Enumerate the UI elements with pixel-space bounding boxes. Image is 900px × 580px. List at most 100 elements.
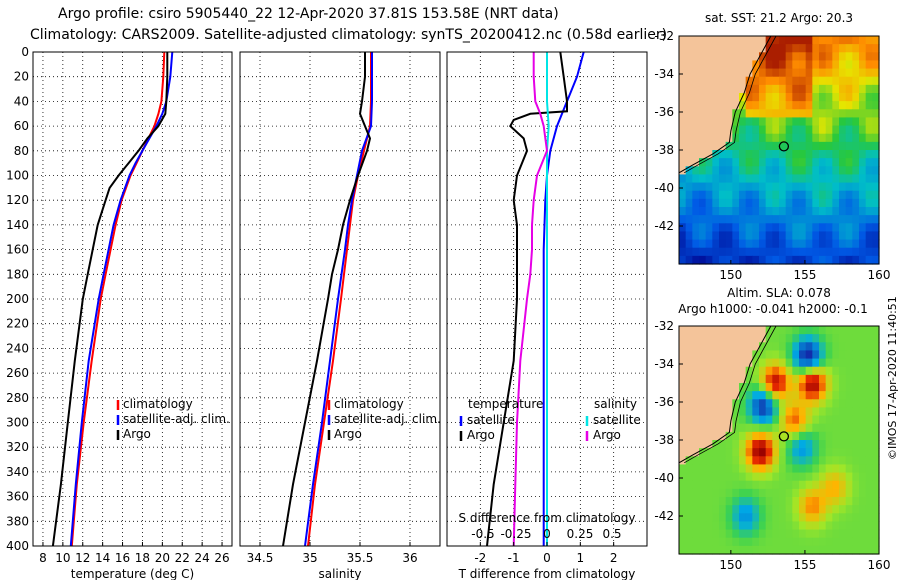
map-cell <box>785 431 793 441</box>
map-cell <box>785 158 793 167</box>
map-cell <box>852 334 860 343</box>
map-cell <box>765 448 773 457</box>
map-cell <box>865 366 873 376</box>
map-cell <box>745 440 753 449</box>
map-cell <box>819 231 827 241</box>
map-cell <box>839 415 847 425</box>
map-cell <box>765 391 773 400</box>
map-cell <box>845 391 853 400</box>
map-cell <box>772 537 780 547</box>
map-cell <box>825 44 833 53</box>
map-cell <box>832 158 840 167</box>
map-cell <box>819 247 827 257</box>
map-title: sat. SST: 21.2 Argo: 20.3 <box>705 11 853 25</box>
map-cell <box>865 448 873 457</box>
map-cell <box>859 117 867 127</box>
map-cell <box>679 84 687 94</box>
map-cell <box>772 247 780 257</box>
map-cell <box>872 366 880 376</box>
legend-label: satellite <box>593 413 641 427</box>
map-cell <box>765 513 773 523</box>
secondary-tick-label: -0.5 <box>471 527 494 541</box>
map-cell <box>759 350 767 360</box>
map-cell <box>859 374 867 384</box>
map-cell <box>719 391 727 400</box>
map-cell <box>679 247 687 257</box>
map-cell <box>685 76 693 86</box>
map-cell <box>772 101 780 110</box>
map-cell <box>745 505 753 514</box>
map-cell <box>679 358 687 368</box>
panel-frame <box>239 51 441 547</box>
map-cell <box>832 141 840 151</box>
map-cell <box>765 150 773 159</box>
map-cell <box>872 497 880 506</box>
y-tick-label: 240 <box>6 341 29 355</box>
map-cell <box>845 374 853 384</box>
panel-background <box>33 52 232 546</box>
map-cell <box>779 399 787 409</box>
map-cell <box>832 342 840 352</box>
map-cell <box>812 440 820 449</box>
map-cell <box>872 350 880 360</box>
map-sla-map <box>678 325 880 555</box>
map-cell <box>832 456 840 466</box>
map-cell <box>812 472 820 482</box>
map-cell <box>819 76 827 86</box>
map-cell <box>739 326 747 335</box>
map-cell <box>805 76 813 86</box>
map-cell <box>685 383 693 392</box>
map-cell <box>792 84 800 94</box>
map-cell <box>839 391 847 400</box>
map-cell <box>712 68 720 78</box>
map-cell <box>805 440 813 449</box>
map-cell <box>752 247 760 257</box>
map-cell <box>712 366 720 376</box>
map-cell <box>712 207 720 216</box>
map-cell <box>799 247 807 257</box>
map-cell <box>732 456 740 466</box>
x-tick-label: -1 <box>508 551 520 565</box>
map-cell <box>805 174 813 184</box>
map-cell <box>799 399 807 409</box>
map-cell <box>785 231 793 241</box>
map-cell <box>765 190 773 200</box>
map-cell <box>765 456 773 466</box>
map-cell <box>859 182 867 192</box>
map-cell <box>792 76 800 86</box>
map-cell <box>779 68 787 78</box>
map-cell <box>832 366 840 376</box>
map-cell <box>679 117 687 127</box>
map-cell <box>872 431 880 441</box>
map-cell <box>832 521 840 531</box>
map-cell <box>852 117 860 127</box>
map-cell <box>839 36 847 45</box>
map-cell <box>699 431 707 441</box>
map-cell <box>785 407 793 417</box>
map-cell <box>785 545 793 555</box>
series-line-argo <box>51 52 169 547</box>
map-cell <box>705 440 713 449</box>
map-cell <box>819 342 827 352</box>
map-cell <box>699 101 707 110</box>
y-tick-label: 40 <box>14 94 29 108</box>
map-cell <box>719 60 727 70</box>
y-tick-label: -36 <box>654 395 674 409</box>
map-cell <box>752 545 760 555</box>
map-cell <box>685 182 693 192</box>
map-cell <box>752 101 760 110</box>
map-cell <box>759 497 767 506</box>
map-cell <box>832 101 840 110</box>
map-cell <box>732 60 740 70</box>
map-cell <box>719 415 727 425</box>
map-cell <box>725 423 733 433</box>
map-cell <box>819 93 827 102</box>
map-cell <box>732 36 740 45</box>
map-cell <box>732 423 740 433</box>
map-cell <box>865 44 873 53</box>
map-cell <box>805 456 813 466</box>
map-cell <box>692 36 700 45</box>
map-cell <box>705 60 713 70</box>
map-cell <box>752 52 760 62</box>
map-cell <box>799 326 807 335</box>
